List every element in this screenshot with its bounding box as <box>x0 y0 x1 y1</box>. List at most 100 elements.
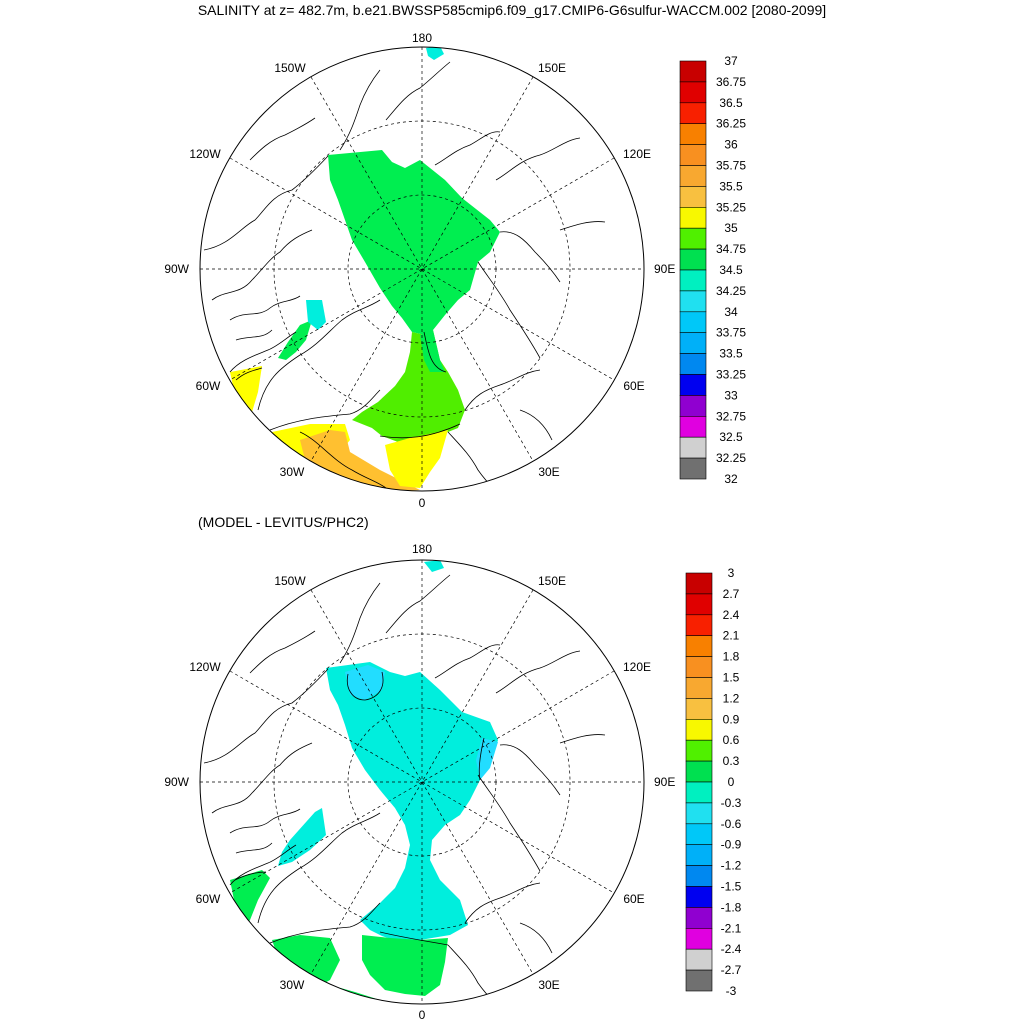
colorbar-swatch <box>685 677 713 699</box>
coastlines <box>203 61 606 491</box>
bottom-polar-map: 180 0 90W 90E 150W 150E 120W 120E 60W 60… <box>164 542 675 1022</box>
colorbar-swatch <box>679 415 707 438</box>
lon-label-150e: 150E <box>538 61 566 75</box>
colorbar-swatch <box>685 614 713 636</box>
colorbar-tick-label: 3 <box>728 566 735 580</box>
lon-label-90e-diff: 90E <box>654 775 675 789</box>
colorbar-tick-label: 0.6 <box>723 733 740 747</box>
colorbar-swatch <box>679 248 707 271</box>
map-boundary-diff <box>199 559 645 1005</box>
coastlines-diff <box>203 574 606 1004</box>
arctic-basin-diff-fill <box>326 662 498 942</box>
colorbar-tick-label: 2.7 <box>723 587 740 601</box>
bering-strait-diff-fill <box>424 560 444 572</box>
north-atlantic-diff-fill-2 <box>330 985 380 1004</box>
lon-label-90e: 90E <box>654 262 675 276</box>
colorbar-swatch <box>685 593 713 616</box>
colorbar-tick-label: 32.5 <box>719 430 743 444</box>
fram-strait-fill <box>420 330 445 372</box>
lon-label-150e-diff: 150E <box>538 574 566 588</box>
colorbar-tick-label: 35 <box>724 221 738 235</box>
colorbar-tick-label: -1.8 <box>721 900 742 914</box>
colorbar-tick-label: 33.75 <box>716 326 746 340</box>
colorbar-tick-label: -2.7 <box>721 963 742 977</box>
lon-label-30w: 30W <box>280 465 305 479</box>
colorbar-tick-label: -2.4 <box>721 942 742 956</box>
colorbar-difference: 3 2.7 2.4 2.1 1.8 1.5 1.2 0.9 0.6 0.3 0 -0.3 -0.6 -0.… <box>685 566 742 998</box>
lon-label-120e: 120E <box>623 147 651 161</box>
colorbar-swatch <box>679 457 707 480</box>
colorbar-swatch <box>685 635 713 657</box>
figure-title: SALINITY at z= 482.7m, b.e21.BWSSP585cmi… <box>197 2 827 18</box>
colorbar-tick-label: 1.5 <box>723 671 740 685</box>
colorbar-tick-label: 1.8 <box>723 650 740 664</box>
lon-label-180-diff: 180 <box>412 542 432 556</box>
lon-label-60w: 60W <box>196 379 221 393</box>
colorbar-swatch <box>685 739 713 762</box>
colorbar-swatch <box>679 207 707 229</box>
lon-label-120e-diff: 120E <box>623 660 651 674</box>
colorbar-swatch <box>679 144 707 166</box>
colorbar-swatch <box>685 969 713 992</box>
map-boundary <box>199 46 645 492</box>
lon-label-150w: 150W <box>274 61 306 75</box>
colorbar-swatch <box>679 102 707 125</box>
colorbar-tick-label: 32.75 <box>716 409 746 423</box>
beaufort-sea-fill <box>345 665 385 700</box>
colorbar-tick-label: 2.1 <box>723 629 740 643</box>
contour-line <box>423 331 447 373</box>
colorbar-swatch <box>679 123 707 145</box>
colorbar-swatch <box>685 948 713 971</box>
baffin-bay-diff-fill <box>278 808 326 866</box>
difference-panel-title: (MODEL - LEVITUS/PHC2) <box>198 514 369 530</box>
labrador-sea-fill <box>230 366 262 420</box>
contour-line <box>379 423 461 439</box>
lon-label-120w-diff: 120W <box>189 660 221 674</box>
colorbar-swatch <box>679 332 707 354</box>
colorbar-swatch <box>679 269 707 292</box>
lon-label-90w: 90W <box>164 262 189 276</box>
colorbar-tick-label: 33.25 <box>716 368 746 382</box>
arctic-basin-fill <box>328 150 500 335</box>
colorbar-swatch <box>679 186 707 208</box>
baffin-cyan-fill <box>306 300 326 330</box>
norwegian-sea-yellow-fill <box>385 430 448 488</box>
colorbar-tick-label: 32.25 <box>716 451 746 465</box>
colorbar-tick-label: -0.6 <box>721 817 742 831</box>
colorbar-tick-label: -0.3 <box>721 796 742 810</box>
colorbar-swatch <box>679 311 707 333</box>
colorbar-swatch <box>679 81 707 104</box>
colorbar-swatch <box>685 572 713 595</box>
bering-strait-fill <box>426 47 444 60</box>
lon-label-180: 180 <box>412 31 432 45</box>
colorbar-swatch <box>685 718 713 741</box>
nordic-seas-fill <box>352 330 465 442</box>
colorbar-swatch <box>685 823 713 845</box>
colorbar-swatch <box>685 760 713 783</box>
colorbar-salinity: 37 36.75 36.5 36.25 36 35.75 35.5 35.25 35 34.75 3… <box>679 54 746 486</box>
lon-label-60w-diff: 60W <box>196 892 221 906</box>
colorbar-tick-label: 34.25 <box>716 284 746 298</box>
colorbar-tick-label: -2.1 <box>721 921 742 935</box>
colorbar-tick-label: -1.5 <box>721 880 742 894</box>
colorbar-tick-label: 1.2 <box>723 691 740 705</box>
colorbar-tick-label: 0.3 <box>723 754 740 768</box>
colorbar-swatch <box>679 395 707 417</box>
contour-line <box>235 367 263 381</box>
lon-label-120w: 120W <box>189 147 221 161</box>
north-atlantic-orange-fill <box>300 430 420 491</box>
lon-label-0-diff: 0 <box>419 1008 426 1022</box>
lon-label-150w-diff: 150W <box>274 574 306 588</box>
lon-label-90w-diff: 90W <box>164 775 189 789</box>
colorbar-tick-label: 37 <box>724 54 738 68</box>
colorbar-swatch <box>679 290 707 313</box>
contour-line <box>299 431 387 489</box>
colorbar-swatch <box>679 60 707 83</box>
lon-label-30e: 30E <box>538 465 559 479</box>
baffin-bay-fill <box>278 320 312 360</box>
colorbar-tick-label: 2.4 <box>723 608 740 622</box>
colorbar-tick-label: 35.5 <box>719 179 743 193</box>
colorbar-swatch <box>679 353 707 375</box>
colorbar-tick-label: 34 <box>724 305 738 319</box>
